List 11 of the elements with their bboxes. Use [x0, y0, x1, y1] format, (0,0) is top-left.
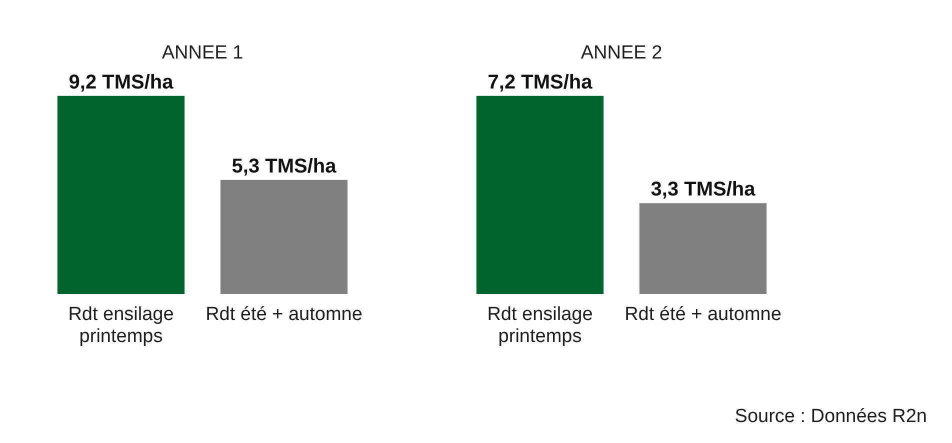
chart-title: ANNEE 2 [580, 42, 662, 64]
data-label: 9,2 TMS/ha [68, 71, 174, 94]
x-tick-label: Rdt été + automne [206, 304, 362, 326]
chart-title: ANNEE 1 [162, 42, 244, 64]
source-note: Source : Données R2n [734, 406, 927, 428]
x-tick-label: Rdt ensilage printemps [487, 304, 593, 348]
x-tick-label: Rdt été + automne [624, 304, 782, 326]
data-label: 7,2 TMS/ha [488, 71, 594, 94]
x-tick-label: Rdt ensilage printemps [68, 304, 174, 348]
data-label: 5,3 TMS/ha [232, 155, 338, 178]
data-label: 3,3 TMS/ha [650, 178, 756, 201]
